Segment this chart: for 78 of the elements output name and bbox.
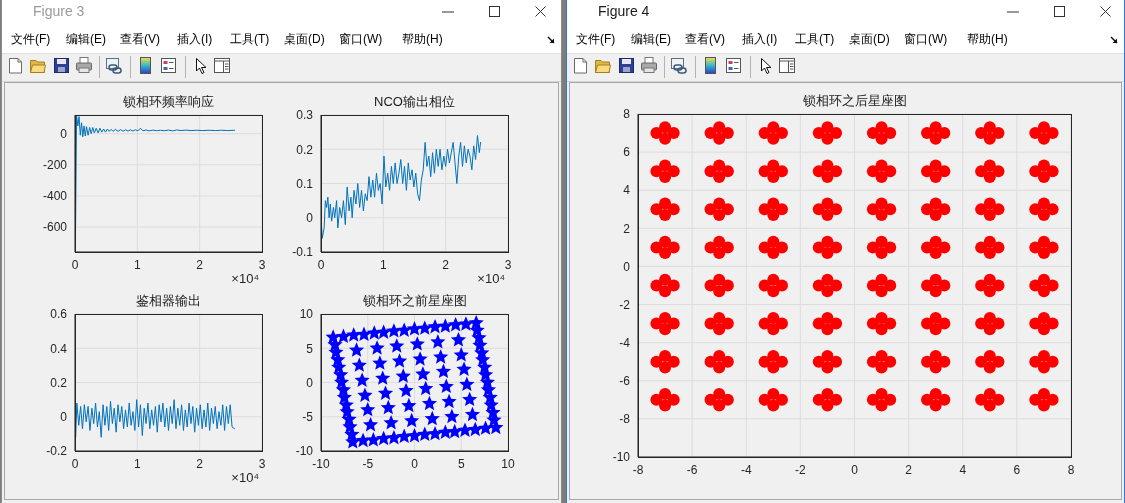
text: 文件(F) xyxy=(11,32,51,47)
y-tick-label: -5 xyxy=(302,410,314,425)
y-tick-label: 0.6 xyxy=(50,307,68,322)
text: 桌面(D) xyxy=(284,32,325,47)
x-tick-label: 5 xyxy=(457,456,465,471)
x-tick-label: 2 xyxy=(442,257,450,272)
x-tick-label: 4 xyxy=(959,462,967,477)
y-tick-label: 10 xyxy=(299,307,314,322)
chart-title: NCO输出相位 xyxy=(373,94,456,109)
y-tick-label: 0.3 xyxy=(296,108,314,123)
chart-title: 锁相环之后星座图 xyxy=(801,93,908,108)
y-tick-label: -4 xyxy=(619,335,631,350)
x-tick-label: -4 xyxy=(740,462,752,477)
y-tick-label: 0.2 xyxy=(50,375,68,390)
x-tick-label: 0 xyxy=(851,462,859,477)
text: 工具(T) xyxy=(230,32,270,47)
y-tick-label: 0 xyxy=(60,410,68,425)
y-tick-label: 8 xyxy=(623,107,631,122)
text: 编辑(E) xyxy=(631,32,671,47)
x-tick-label: 1 xyxy=(379,257,387,272)
text: 插入(I) xyxy=(177,32,213,47)
x-tick-label: 1 xyxy=(133,257,141,272)
chart-title: 鉴相器输出 xyxy=(135,293,202,308)
y-tick-label: 0 xyxy=(306,375,314,390)
chart-title: 锁相环之前星座图 xyxy=(361,293,468,308)
x-tick-label: 3 xyxy=(504,257,512,272)
x-tick-label: 0 xyxy=(71,456,79,471)
y-tick-label: 0.1 xyxy=(296,176,314,191)
x-tick-label: 0 xyxy=(71,257,79,272)
x-tick-label: 10 xyxy=(501,456,515,471)
text: 帮助(H) xyxy=(402,32,443,47)
x-tick-label: -6 xyxy=(686,462,698,477)
text: 文件(F) xyxy=(576,32,616,47)
text: 查看(V) xyxy=(120,32,160,47)
y-tick-label: 4 xyxy=(623,183,631,198)
y-tick-label: 0 xyxy=(306,211,314,226)
x-tick-label: 3 xyxy=(258,456,266,471)
x-tick-label: 0 xyxy=(317,257,325,272)
y-tick-label: -200 xyxy=(42,158,68,173)
text: 工具(T) xyxy=(795,32,835,47)
y-tick-label: -0.1 xyxy=(292,245,314,260)
y-tick-label: 6 xyxy=(623,145,631,160)
line-series xyxy=(321,135,482,239)
y-tick-label: -400 xyxy=(42,189,68,204)
x-tick-label: 8 xyxy=(1067,462,1075,477)
text: Figure 4 xyxy=(598,3,650,19)
y-tick-label: -600 xyxy=(42,220,68,235)
text: 窗口(W) xyxy=(904,32,948,47)
y-tick-label: -10 xyxy=(295,444,314,459)
text: 帮助(H) xyxy=(967,32,1008,47)
y-tick-label: -6 xyxy=(619,374,631,389)
text: 插入(I) xyxy=(742,32,778,47)
chart-title: 锁相环频率响应 xyxy=(122,94,215,109)
x-tick-label: 3 xyxy=(258,257,266,272)
text: 编辑(E) xyxy=(66,32,106,47)
y-tick-label: 0.4 xyxy=(50,341,68,356)
text: 窗口(W) xyxy=(339,32,383,47)
text: Figure 3 xyxy=(33,3,85,19)
x-tick-label: -5 xyxy=(362,456,374,471)
x-tick-label: 1 xyxy=(133,456,141,471)
y-tick-label: 5 xyxy=(306,341,314,356)
x-tick-label: 0 xyxy=(411,456,419,471)
x-tick-label: 2 xyxy=(905,462,913,477)
text: ×10⁴ xyxy=(231,470,259,485)
text: ×10⁴ xyxy=(231,271,259,286)
y-tick-label: 0 xyxy=(60,126,68,141)
x-tick-label: 2 xyxy=(196,257,204,272)
x-tick-label: -2 xyxy=(795,462,807,477)
y-tick-label: -8 xyxy=(619,412,631,427)
x-tick-label: 6 xyxy=(1013,462,1021,477)
text: 桌面(D) xyxy=(849,32,890,47)
y-tick-label: -2 xyxy=(619,297,631,312)
x-tick-label: 2 xyxy=(196,456,204,471)
y-tick-label: -0.2 xyxy=(46,444,68,459)
text: 查看(V) xyxy=(685,32,725,47)
text: ×10⁴ xyxy=(477,271,505,286)
y-tick-label: 2 xyxy=(623,221,631,236)
y-tick-label: 0.2 xyxy=(296,142,314,157)
